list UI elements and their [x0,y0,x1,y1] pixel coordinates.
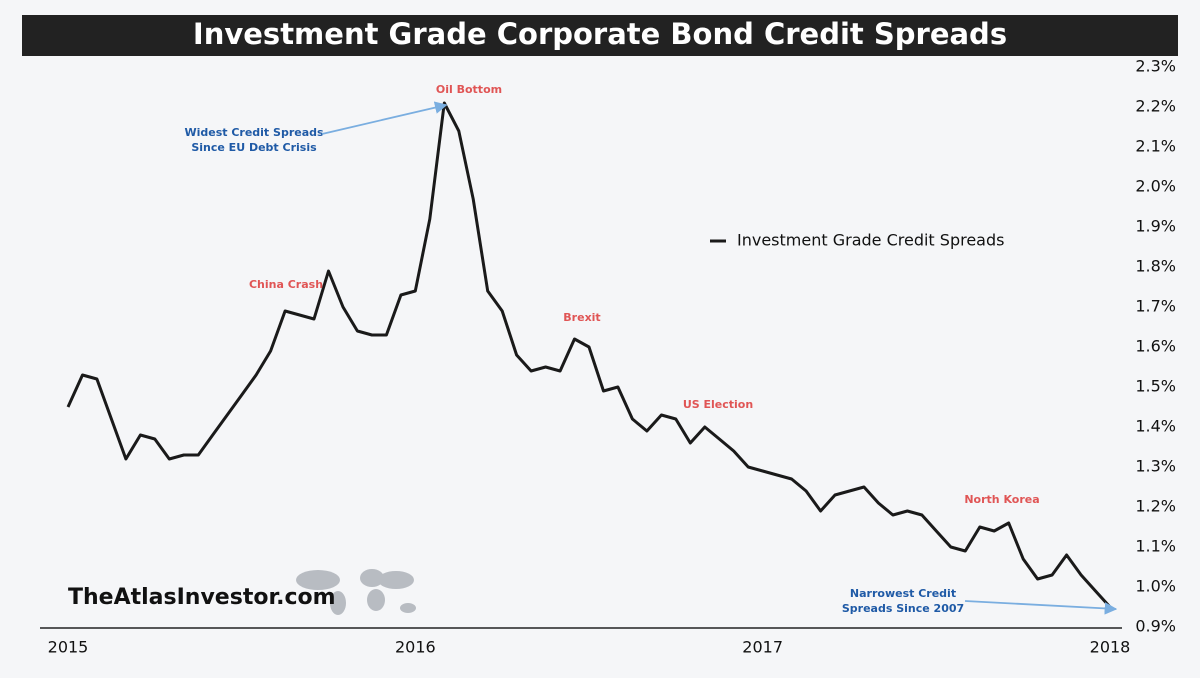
watermark: TheAtlasInvestor.com [68,585,336,610]
chart-title: Investment Grade Corporate Bond Credit S… [193,17,1007,51]
title-bar [22,15,1178,56]
x-tick-label: 2016 [395,638,436,657]
y-tick-label: 1.4% [1135,417,1176,436]
y-tick-label: 1.0% [1135,577,1176,596]
y-tick-label: 1.6% [1135,337,1176,356]
y-tick-label: 2.2% [1135,97,1176,116]
x-tick-label: 2017 [742,638,783,657]
annotation: Widest Credit Spreads [184,126,324,139]
annotation: Brexit [563,311,600,324]
annotation: Oil Bottom [436,83,502,96]
annotation: China Crash [249,278,323,291]
y-tick-label: 1.7% [1135,297,1176,316]
line-series [66,101,1112,609]
y-tick-label: 1.9% [1135,217,1176,236]
annotation: US Election [683,398,753,411]
annotation: Spreads Since 2007 [842,602,964,615]
annotation: North Korea [964,493,1039,506]
y-tick-label: 1.5% [1135,377,1176,396]
y-tick-label: 1.2% [1135,497,1176,516]
annotation: Since EU Debt Crisis [191,141,317,154]
y-tick-label: 1.3% [1135,457,1176,476]
x-tick-label: 2018 [1090,638,1131,657]
annotation-arrow [964,600,1118,615]
y-tick-label: 1.8% [1135,257,1176,276]
y-tick-label: 2.3% [1135,57,1176,76]
world-map [296,569,416,615]
legend-label: Investment Grade Credit Spreads [737,231,1004,250]
x-tick-label: 2015 [48,638,89,657]
y-tick-label: 1.1% [1135,537,1176,556]
y-tick-label: 2.0% [1135,177,1176,196]
annotation-arrow [321,101,448,135]
annotation: Narrowest Credit [850,587,956,600]
y-tick-label: 0.9% [1135,617,1176,636]
y-tick-label: 2.1% [1135,137,1176,156]
